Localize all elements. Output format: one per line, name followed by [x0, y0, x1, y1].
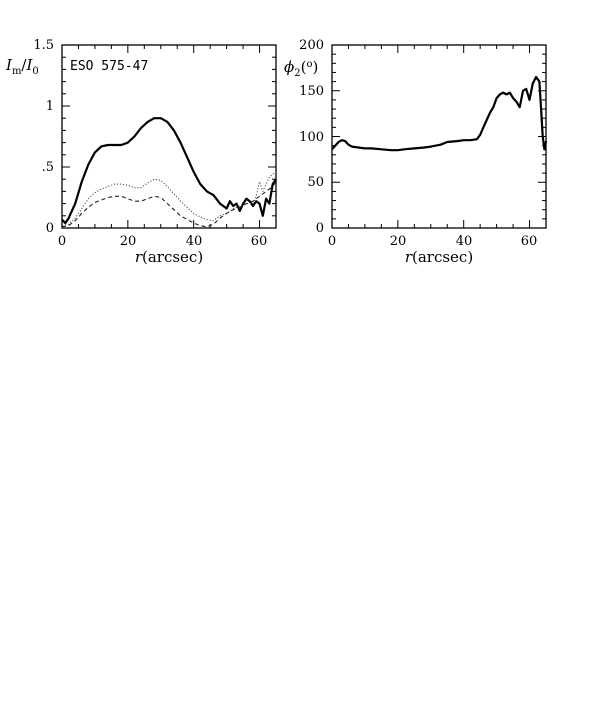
y-tick-label-right-3: 150 [299, 84, 324, 99]
y-axis-label-left: Im/I0 [5, 56, 39, 77]
y-tick-label-left-1: .5 [42, 160, 54, 175]
y-tick-label-right-0: 0 [316, 221, 324, 236]
ticks-left [61, 44, 277, 229]
y-tick-label-left-3: 1.5 [33, 38, 54, 53]
x-tick-label-right-1: 20 [390, 234, 407, 249]
galaxy-annotation: ESO 575-47 [70, 59, 148, 74]
x-axis-unit-left: (arcsec) [142, 248, 203, 266]
x-tick-label-right-0: 0 [328, 234, 336, 249]
ticks-right [331, 44, 547, 229]
chart-right: 0 50 100 150 200 0 20 40 60 r(arcsec) ϕ2… [284, 38, 548, 266]
series-line-left-1 [61, 171, 277, 227]
x-tick-label-right-3: 60 [521, 234, 538, 249]
figure: 0 .5 1 1.5 0 20 40 60 r(arcsec) Im/I0 ES… [0, 0, 598, 300]
y-tick-label-left-0: 0 [46, 221, 54, 236]
chart-left: 0 .5 1 1.5 0 20 40 60 r(arcsec) Im/I0 ES… [5, 38, 277, 266]
series-group-right [331, 75, 548, 152]
x-tick-label-left-2: 40 [186, 234, 203, 249]
x-tick-label-left-3: 60 [251, 234, 268, 249]
y-tick-label-left-2: 1 [46, 99, 54, 114]
series-line-left-2 [61, 181, 277, 228]
plot-frame-right [331, 44, 547, 229]
x-tick-label-left-0: 0 [58, 234, 66, 249]
x-axis-label-left: r(arcsec) [135, 248, 203, 266]
y-axis-label-right: ϕ2(o) [284, 58, 318, 79]
x-tick-label-right-2: 40 [456, 234, 473, 249]
x-axis-var-left: r [135, 248, 143, 266]
figure-svg: 0 .5 1 1.5 0 20 40 60 r(arcsec) Im/I0 ES… [5, 38, 548, 266]
x-tick-label-left-1: 20 [120, 234, 137, 249]
series-group-left [61, 117, 277, 228]
x-axis-label-right: r(arcsec) [405, 248, 473, 266]
y-tick-label-right-2: 100 [299, 130, 324, 145]
y-tick-label-right-1: 50 [307, 175, 324, 190]
series-line-left-0 [61, 117, 277, 225]
y-tick-label-right-4: 200 [299, 38, 324, 53]
x-axis-var-right: r [405, 248, 413, 266]
series-line-right-0 [331, 75, 548, 152]
plot-frame-left [61, 44, 277, 229]
x-axis-unit-right: (arcsec) [412, 248, 473, 266]
